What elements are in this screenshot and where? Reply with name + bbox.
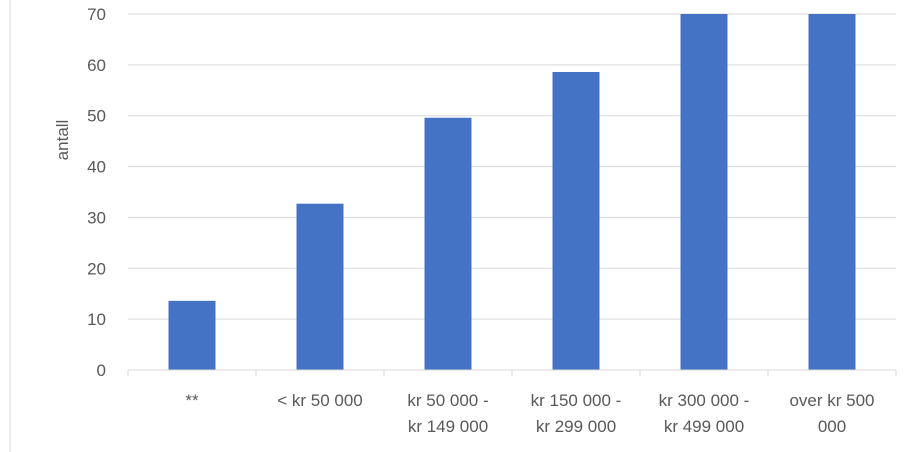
x-tick-label: < kr 50 000 xyxy=(277,391,363,410)
y-tick-label: 0 xyxy=(97,361,106,380)
y-tick-label: 20 xyxy=(87,259,106,278)
bar xyxy=(680,14,728,370)
y-tick-label: 50 xyxy=(87,107,106,126)
gridlines xyxy=(128,13,896,320)
bars xyxy=(168,14,856,371)
x-tick-label: kr 50 000 -kr 149 000 xyxy=(407,391,488,436)
bar xyxy=(168,300,216,370)
bar xyxy=(424,117,472,371)
y-axis-title: antall xyxy=(53,120,72,161)
x-tick-label: kr 150 000 -kr 299 000 xyxy=(531,391,622,436)
bar xyxy=(552,71,600,370)
x-tick-label: kr 300 000 -kr 499 000 xyxy=(659,391,750,436)
y-tick-label: 30 xyxy=(87,208,106,227)
bar xyxy=(296,203,344,370)
x-tick-labels: ** < kr 50 000 kr 50 000 -kr 149 000 kr 150… xyxy=(127,370,897,436)
bar xyxy=(808,14,856,370)
y-tick-labels: 0 10 20 30 40 50 60 70 xyxy=(87,5,106,380)
x-tick-label: over kr 500 000 xyxy=(789,391,874,436)
y-tick-label: 60 xyxy=(87,56,106,75)
y-tick-label: 70 xyxy=(87,5,106,24)
x-tick-label: ** xyxy=(185,391,199,410)
y-tick-label: 40 xyxy=(87,158,106,177)
y-tick-label: 10 xyxy=(87,310,106,329)
